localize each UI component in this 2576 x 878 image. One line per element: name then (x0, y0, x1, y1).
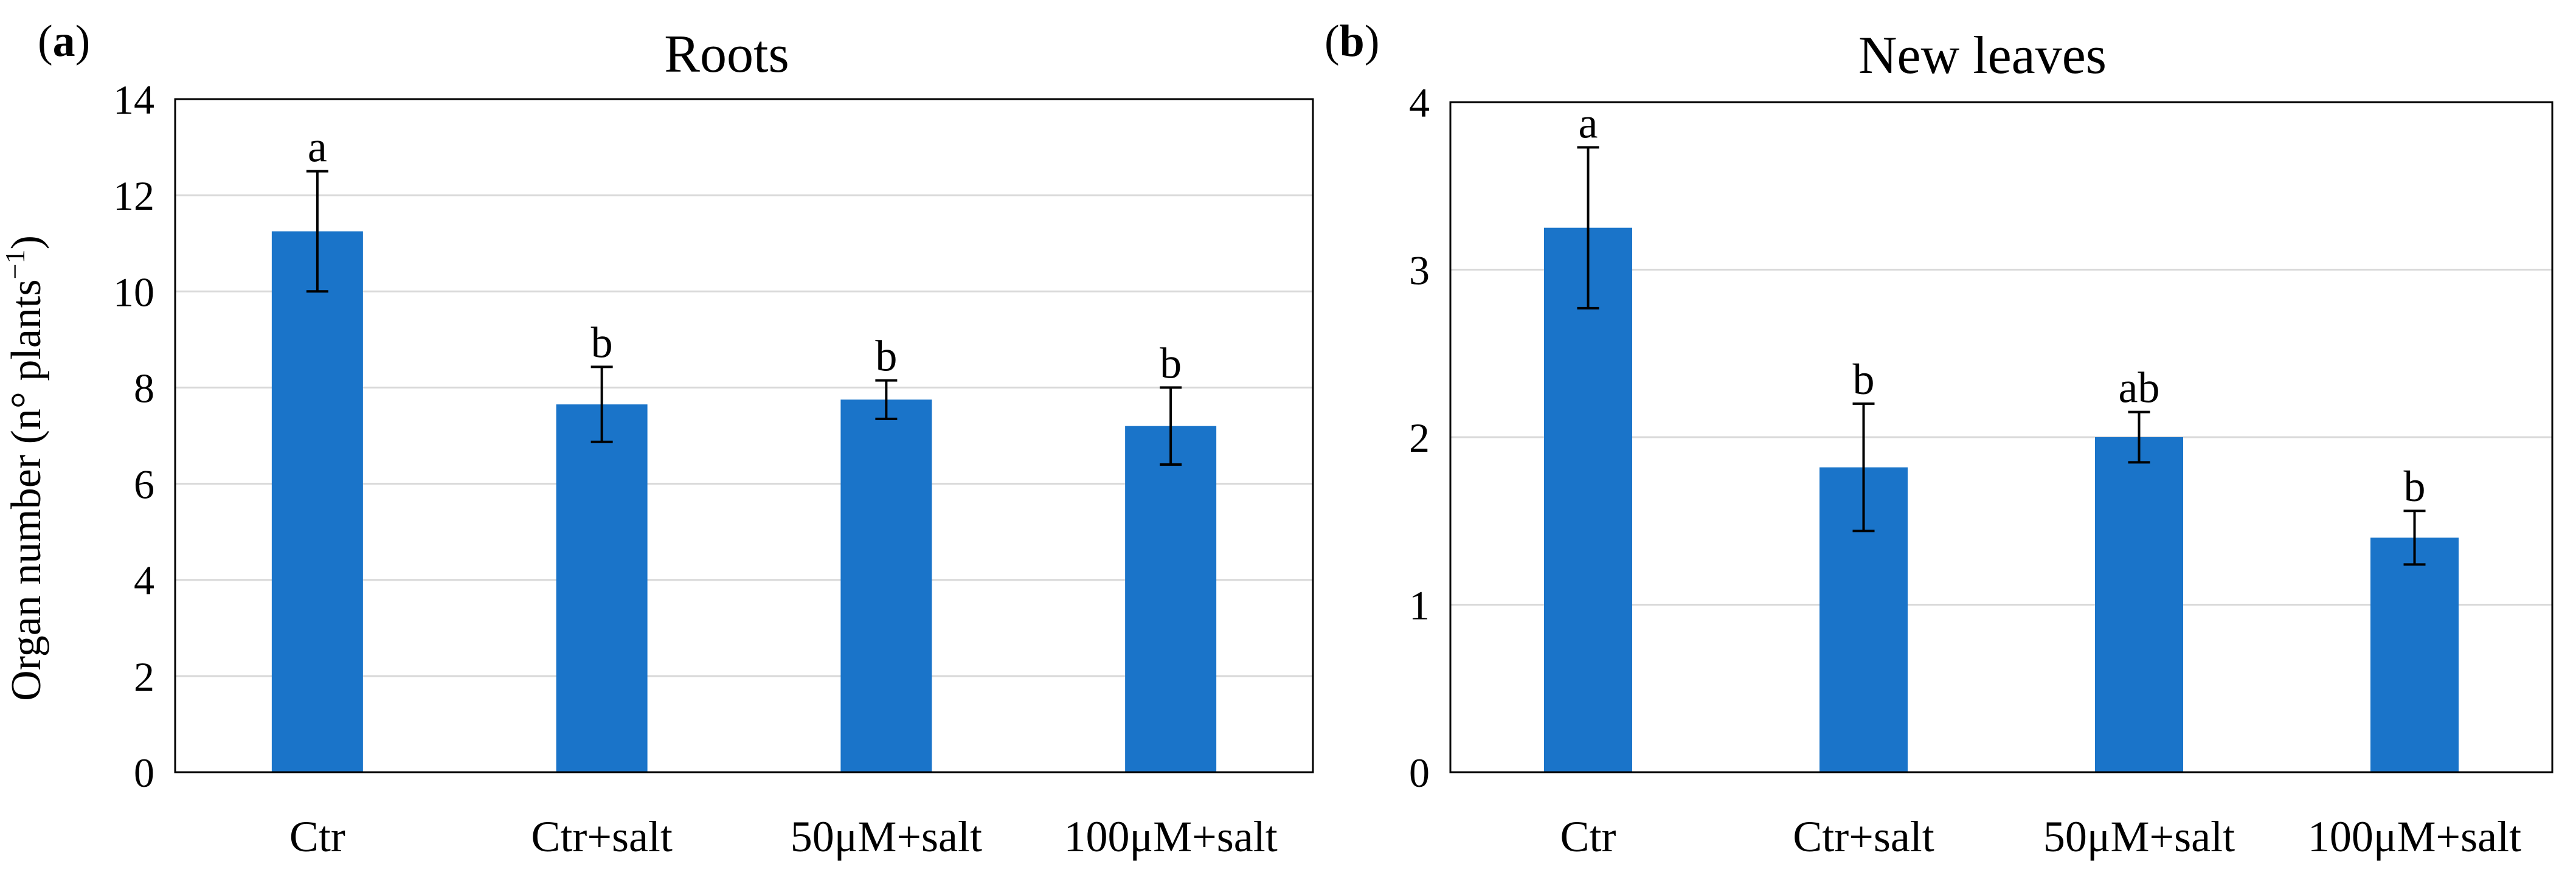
bar-100-m-salt (2370, 538, 2459, 772)
x-tick-label: Ctr+salt (1793, 812, 1934, 861)
bar-ctr (1544, 227, 1632, 772)
y-tick-label: 8 (134, 365, 154, 411)
y-tick-labels: 0 1 2 3 4 (1409, 80, 1430, 796)
significance-label: ab (2119, 364, 2160, 412)
panel-label: (b) (1324, 16, 1379, 66)
chart-title: New leaves (1858, 26, 2107, 85)
bars (271, 231, 1217, 773)
y-tick-label: 1 (1409, 582, 1430, 629)
x-tick-labels: Ctr Ctr+salt 50μM+salt 100μM+salt (1560, 812, 2521, 861)
error-bar (875, 379, 898, 420)
panel-label-letter: a (53, 16, 75, 66)
panel-label: (a) (38, 16, 90, 66)
panel-label-close: ) (1365, 16, 1380, 66)
x-tick-label: 100μM+salt (1064, 812, 1278, 861)
error-bars (1577, 146, 2426, 566)
error-bar (1160, 386, 1182, 466)
plot-frame (1449, 101, 2553, 773)
bar-ctr (271, 231, 363, 773)
error-bar (1852, 402, 1875, 533)
significance-label: b (591, 318, 613, 367)
error-bar (1577, 146, 1599, 309)
y-tick-label: 0 (1409, 750, 1430, 796)
panel-label-close: ) (75, 16, 91, 66)
y-tick-label: 10 (113, 269, 154, 315)
x-tick-label: 50μM+salt (791, 812, 982, 861)
error-bar (590, 365, 613, 443)
significance-label: b (1160, 339, 1182, 387)
significance-labels: a b b b (308, 123, 1182, 388)
gridlines (175, 194, 1313, 677)
y-tick-label: 4 (134, 558, 154, 604)
panel-label-open: ( (1324, 16, 1340, 66)
error-bar (2128, 410, 2150, 464)
panel-label-open: ( (38, 16, 53, 66)
x-tick-label: Ctr (289, 812, 345, 861)
plot-frame (174, 98, 1314, 773)
bar-50-m-salt (840, 399, 932, 772)
bars (1544, 227, 2459, 772)
x-tick-label: 50μM+salt (2043, 812, 2235, 861)
y-tick-label: 3 (1409, 247, 1430, 294)
y-axis-label-text: Organ number (n° plants (3, 279, 50, 701)
bar-50-m-salt (2095, 437, 2183, 772)
significance-label: b (875, 332, 897, 381)
significance-label: a (1579, 99, 1598, 147)
y-axis-label-superscript: −1 (0, 249, 30, 279)
chart-title: Roots (664, 25, 789, 84)
y-tick-label: 0 (134, 750, 154, 796)
y-tick-labels: 0 2 4 6 8 10 12 14 (113, 77, 154, 796)
x-tick-label: 100μM+salt (2308, 812, 2521, 861)
significance-label: a (308, 123, 327, 171)
y-tick-label: 4 (1409, 80, 1430, 126)
gridlines (1450, 269, 2552, 606)
y-tick-label: 2 (1409, 415, 1430, 461)
x-tick-label: Ctr (1560, 812, 1616, 861)
y-tick-label: 6 (134, 461, 154, 508)
bar-ctr-salt (556, 404, 648, 772)
bar-100-m-salt (1125, 426, 1217, 772)
y-axis-label: Organ number (n° plants−1) (0, 235, 50, 701)
y-tick-label: 2 (134, 654, 154, 700)
y-tick-label: 12 (113, 173, 154, 219)
significance-label: b (1853, 355, 1875, 404)
x-tick-label: Ctr+salt (531, 812, 673, 861)
y-tick-label: 14 (113, 77, 154, 123)
significance-labels: ab abb (1579, 99, 2426, 511)
error-bar (2403, 510, 2426, 566)
significance-label: b (2404, 462, 2426, 511)
panel-label-letter: b (1340, 16, 1365, 66)
error-bar (306, 170, 328, 293)
y-axis-label-close: ) (3, 235, 50, 249)
error-bars (306, 170, 1182, 466)
x-tick-labels: Ctr Ctr+salt 50μM+salt 100μM+salt (289, 812, 1278, 861)
